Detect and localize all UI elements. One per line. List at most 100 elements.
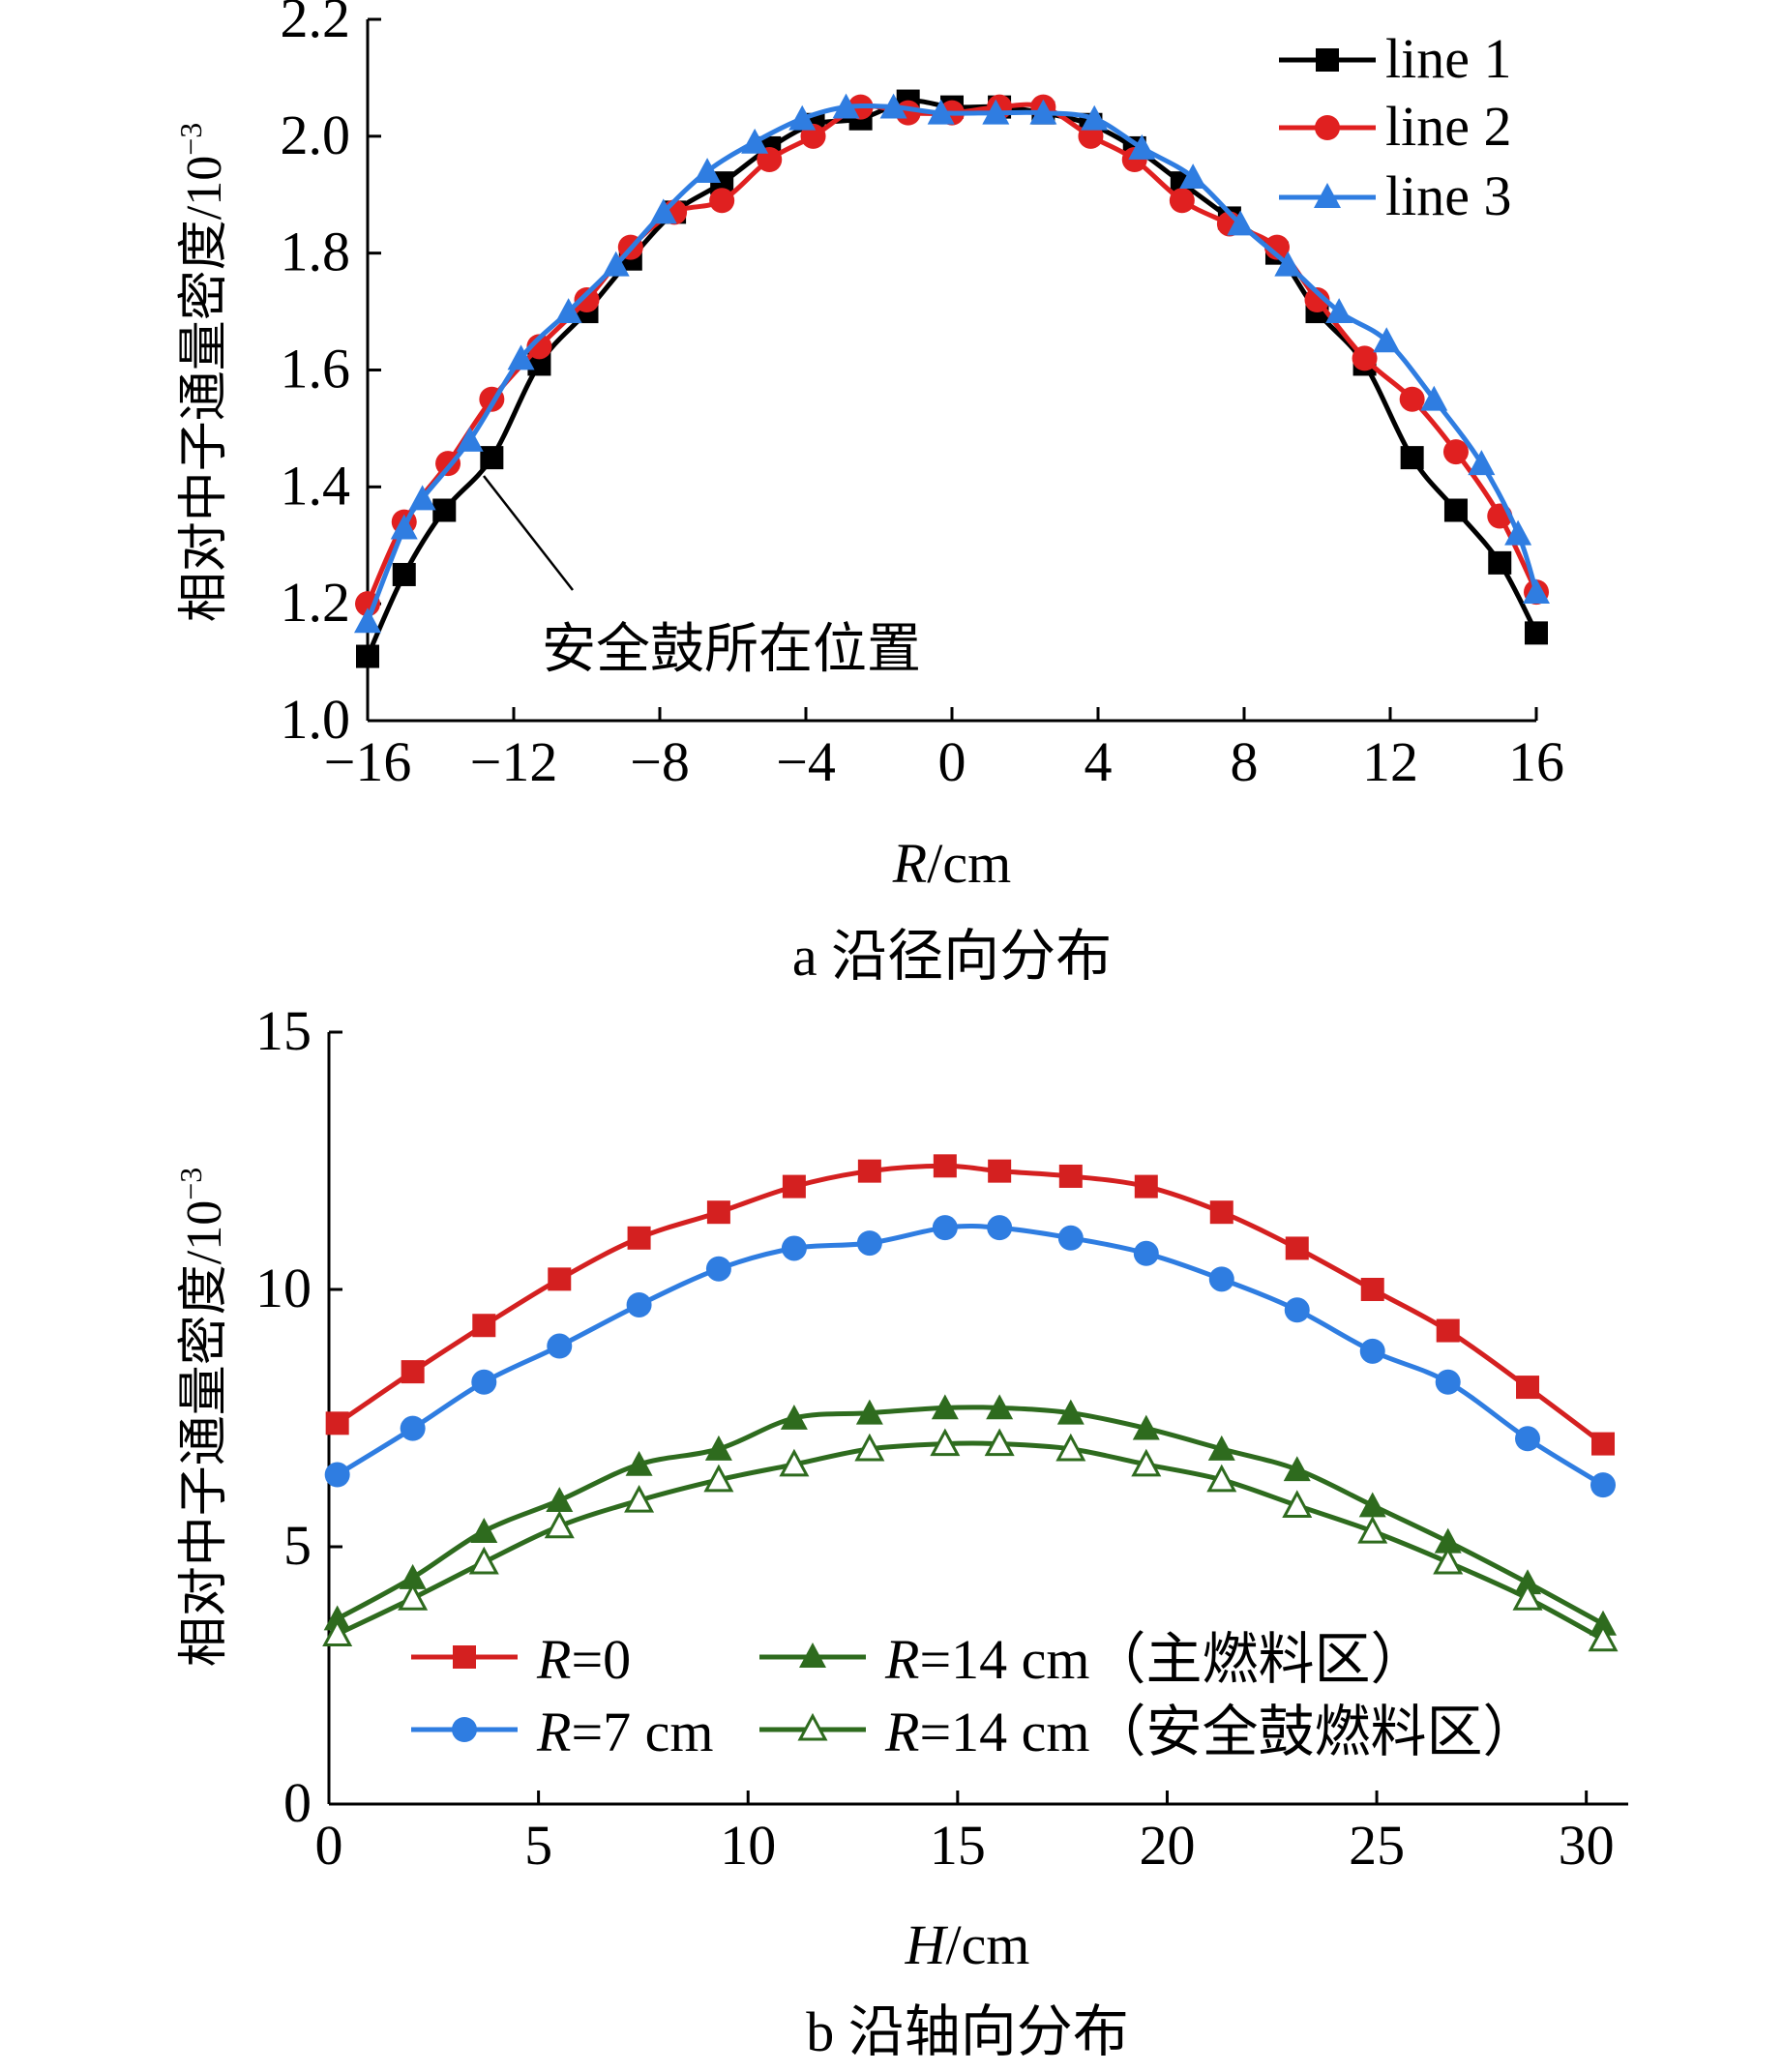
chart-b-series-4-point [1357,1515,1388,1544]
chart-b-series-3-point [704,1435,732,1461]
chart-b-series-4-point [544,1510,575,1539]
chart-b-series-3-line [336,1405,1605,1626]
chart-a-series-2-point [1169,188,1195,214]
chart-b-series-2-point [987,1215,1013,1241]
chart-b-series-4-point [1055,1433,1086,1462]
chart-a: −16 −12 −8 −4 0 4 8 12 16 1.0 1.2 1.4 1.6 1.8 2.0 2.2 安… [173,0,1564,988]
chart-a-series-3-point [1504,519,1532,546]
chart-b-series-4 [322,1428,1619,1652]
chart-b-series-1-point [988,1159,1012,1183]
chart-b-series-1-point [1058,1164,1083,1188]
chart-a-series-2-point [709,188,735,214]
chart-a-series-3-point [507,344,535,370]
chart-b-series-2-point [324,1462,350,1488]
chart-a-series-3-point [694,158,722,183]
chart-a-annotation: 安全鼓所在位置 [483,475,921,680]
chart-a-series-3-point [390,514,418,540]
chart-a-y-tick-label: 1.2 [281,571,351,634]
chart-a-series-1 [356,89,1548,668]
chart-b-series-2-point [471,1369,497,1395]
chart-b-series-2-point [400,1415,426,1441]
chart-b-x-tick-label: 5 [524,1814,552,1877]
chart-b-series-2-point [705,1256,731,1282]
chart-b-series-1-point [1516,1376,1540,1400]
chart-b-x-tick-label: 15 [930,1814,986,1877]
chart-b-y-tick-label: 0 [283,1771,312,1834]
chart-b-series-2-point [856,1230,882,1257]
chart-b-caption: b 沿轴向分布 [806,2000,1129,2063]
chart-a-series-3-point [408,485,436,511]
chart-a-series-3-point [1468,450,1496,476]
chart-a-series-2-point [1263,234,1290,260]
chart-b-series-3-point [625,1450,653,1476]
chart-b-y-tick-label: 10 [255,1257,312,1319]
chart-b-series-4-point [779,1448,810,1477]
annotation-leader-line [483,475,574,591]
chart-a-x-tick-label: −4 [776,730,836,793]
chart-b-series-2-point [1133,1240,1159,1266]
chart-b-series-4-point [930,1428,961,1457]
chart-b-series-4-point [1512,1583,1543,1611]
chart-b-series-4-point [398,1583,429,1611]
chart-b-series-3-point [855,1399,883,1425]
chart-b-series-3 [323,1394,1618,1636]
legend-line-1-marker [1316,48,1339,72]
chart-a-series-2-point [1352,345,1378,371]
chart-b: 0 5 10 15 20 25 30 0 5 10 15 R=0 R=7 cm R=14 cm（主燃… [173,999,1628,2063]
chart-b-series-1-point [1436,1318,1460,1343]
chart-b-series-1-point [1591,1432,1616,1456]
chart-b-series-4-point [1282,1490,1313,1518]
legend-r14-main-label: R=14 cm（主燃料区） [884,1628,1427,1691]
chart-b-x-tick-label: 20 [1139,1814,1195,1877]
chart-a-series-3-point [1420,385,1448,411]
chart-a-series-3-point [554,298,582,323]
chart-a-y-tick-label: 2.0 [281,104,351,166]
chart-b-series-3-point [1358,1492,1386,1518]
chart-a-series-2-point [574,287,600,312]
chart-a-series-1-point [356,644,379,668]
chart-b-series-3-point [931,1394,959,1420]
chart-a-y-tick-label: 2.2 [281,0,351,49]
chart-a-caption: a 沿径向分布 [792,925,1112,988]
chart-a-y-tick-label: 1.8 [281,221,351,283]
chart-b-series [322,1154,1619,1652]
legend-line-1-label: line 1 [1385,27,1511,90]
annotation-text: 安全鼓所在位置 [542,620,921,680]
chart-b-series-2-point [547,1333,573,1359]
chart-a-series-3-point [1128,133,1156,160]
chart-a-x-tick-label: −16 [324,730,412,793]
chart-b-series-4-point [322,1618,353,1646]
chart-b-series-2 [324,1215,1617,1498]
chart-a-series-3-point [1029,99,1057,125]
chart-b-ticks: 0 5 10 15 20 25 30 0 5 10 15 [255,999,1615,1877]
chart-b-series-4-point [1206,1464,1237,1493]
chart-b-series-1-point [1209,1200,1233,1225]
chart-a-x-tick-label: 16 [1508,730,1564,793]
chart-a-y-tick-label: 1.4 [281,454,351,517]
chart-b-series-3-point [780,1405,808,1430]
chart-b-series-1-point [1360,1278,1384,1301]
chart-b-series-1-line [336,1163,1605,1446]
chart-a-y-tick-label: 1.0 [281,688,351,751]
chart-b-series-4-point [468,1546,499,1575]
chart-b-y-label: 相对中子通量密度/10−3 [173,1168,232,1668]
legend-r14-drum-label: R=14 cm（安全鼓燃料区） [884,1701,1539,1763]
legend-r7-marker [452,1717,477,1742]
chart-b-series-2-point [1435,1369,1461,1395]
chart-b-series-1-point [857,1159,881,1183]
chart-a-series-3-point [456,427,484,452]
chart-a-series-3-point [788,104,817,131]
chart-b-series-4-line [336,1440,1605,1642]
chart-b-legend: R=0 R=7 cm R=14 cm（主燃料区） R=14 cm（安全鼓燃料区） [411,1628,1539,1763]
chart-b-series-3-point [1207,1435,1235,1461]
chart-b-series-3-point [323,1605,351,1631]
chart-a-series-1-point [1400,446,1424,470]
chart-a-series-3-point [1227,210,1255,236]
chart-b-series-3-point [986,1394,1014,1420]
chart-b-series-3-point [1283,1456,1311,1482]
chart-b-series-4-point [984,1428,1015,1457]
chart-b-series-3-point [1514,1569,1542,1595]
chart-b-series-1-point [472,1314,496,1338]
legend-line-3-marker [1314,183,1341,208]
chart-b-series-1-point [706,1200,730,1225]
